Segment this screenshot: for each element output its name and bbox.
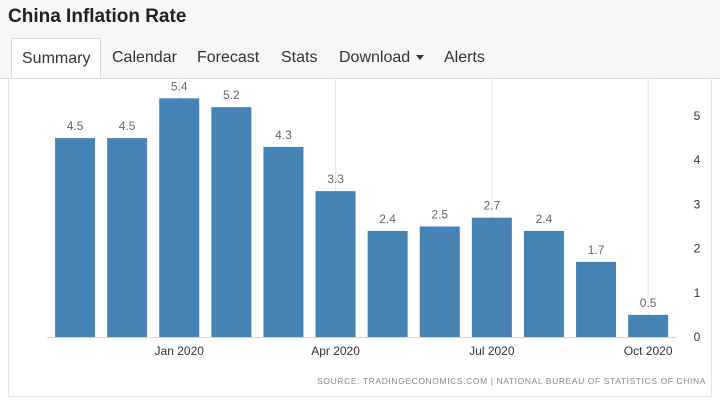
bar-8 <box>471 217 512 337</box>
tab-download[interactable]: Download <box>339 38 425 78</box>
y-tick-label-4: 4 <box>694 153 701 167</box>
value-label-4: 4.3 <box>275 128 292 142</box>
x-tick-label-0: Jan 2020 <box>155 344 205 358</box>
bar-5 <box>315 191 356 337</box>
chart-frame: 4.5 4.5 5.4 5.2 4.3 3.3 2.4 2.5 2.7 2.4 1.7 0.5 Jan … <box>8 79 712 397</box>
tab-bar: Summary Calendar Forecast Stats Download… <box>0 38 720 79</box>
y-tick-label-3: 3 <box>694 197 701 211</box>
value-label-8: 2.7 <box>484 199 501 213</box>
bar-1 <box>107 138 148 337</box>
x-tick-label-1: Apr 2020 <box>311 344 360 358</box>
bar-6 <box>367 230 408 337</box>
y-tick-label-0: 0 <box>694 330 701 344</box>
tab-stats[interactable]: Stats <box>281 38 317 78</box>
inflation-bar-chart: 4.5 4.5 5.4 5.2 4.3 3.3 2.4 2.5 2.7 2.4 1.7 0.5 Jan … <box>47 79 701 358</box>
value-label-1: 4.5 <box>119 119 136 133</box>
value-label-7: 2.5 <box>431 208 448 222</box>
page-header: China Inflation Rate <box>0 0 720 39</box>
tab-forecast[interactable]: Forecast <box>197 38 259 78</box>
value-label-2: 5.4 <box>171 79 188 93</box>
tab-stats-label: Stats <box>281 49 318 66</box>
tab-summary-label: Summary <box>22 50 91 67</box>
tab-alerts[interactable]: Alerts <box>444 38 485 78</box>
tab-alerts-label: Alerts <box>444 49 485 66</box>
bar-4 <box>263 146 304 337</box>
bar-0 <box>55 138 96 337</box>
x-tick-label-2: Jul 2020 <box>469 344 515 358</box>
tab-download-label: Download <box>339 49 411 66</box>
y-tick-label-2: 2 <box>694 242 701 256</box>
tab-calendar-label: Calendar <box>112 49 177 66</box>
value-label-0: 4.5 <box>67 119 84 133</box>
chart-source: SOURCE: TRADINGECONOMICS.COM | NATIONAL … <box>317 376 706 386</box>
tab-calendar[interactable]: Calendar <box>112 38 177 78</box>
tab-forecast-label: Forecast <box>197 49 260 66</box>
bar-3 <box>211 107 252 337</box>
y-tick-label-5: 5 <box>694 109 701 123</box>
value-label-5: 3.3 <box>327 172 344 186</box>
page-title: China Inflation Rate <box>8 6 187 27</box>
y-tick-label-1: 1 <box>694 286 701 300</box>
bar-2 <box>159 98 200 337</box>
value-label-3: 5.2 <box>223 88 240 102</box>
bar-10 <box>576 261 617 337</box>
tab-summary[interactable]: Summary <box>11 38 102 78</box>
value-label-6: 2.4 <box>379 212 396 226</box>
value-label-11: 0.5 <box>640 296 657 310</box>
x-tick-label-3: Oct 2020 <box>624 344 673 358</box>
bar-9 <box>523 230 564 337</box>
bar-11 <box>628 314 669 337</box>
bar-7 <box>419 226 460 337</box>
chevron-down-icon <box>416 55 425 61</box>
value-label-9: 2.4 <box>536 212 553 226</box>
value-label-10: 1.7 <box>588 243 605 257</box>
